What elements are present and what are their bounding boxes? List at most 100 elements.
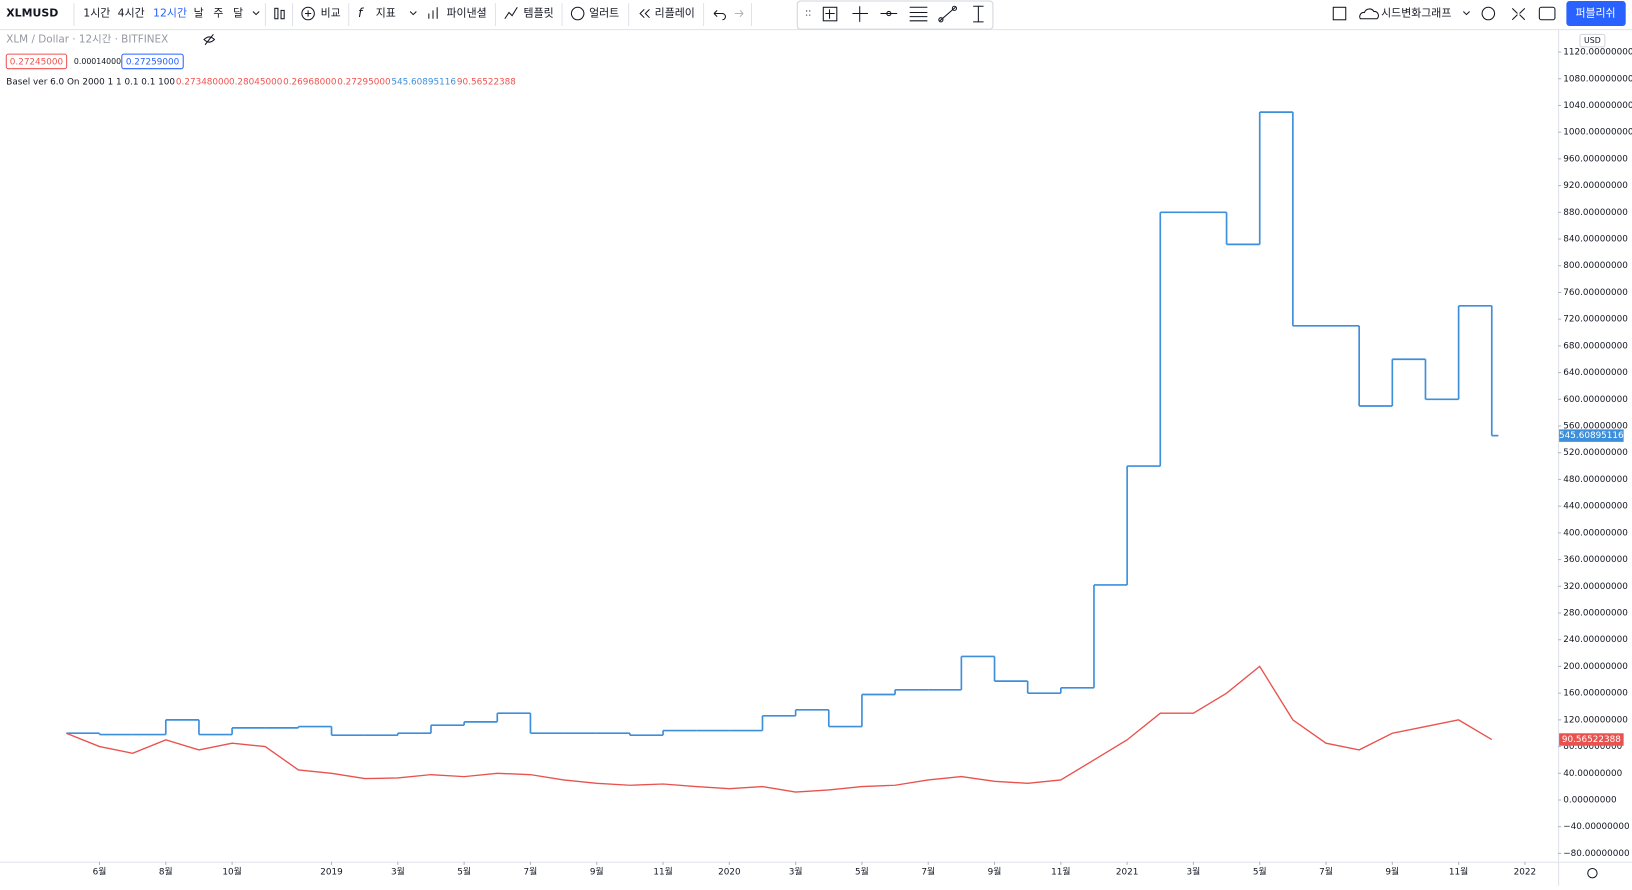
indicator-value: 0.26968000 — [283, 78, 337, 88]
last-price-label: 90.56522388 — [1562, 735, 1621, 745]
bid-box[interactable] — [5, 53, 68, 70]
x-tick-label: 9월 — [988, 866, 1002, 878]
settings-icon[interactable] — [1481, 6, 1496, 21]
y-tick-label: 440.00000000 — [1563, 502, 1628, 512]
undo-icon[interactable] — [713, 10, 726, 21]
compare-button[interactable]: 비교 — [321, 7, 341, 20]
axis-settings-icon[interactable] — [1587, 867, 1598, 879]
y-tick-label: −80.00000000 — [1563, 849, 1630, 859]
bid[interactable]: 0.27245000 — [10, 57, 64, 67]
x-tick-label: 5월 — [855, 866, 869, 878]
y-tick-label: 1120.00000000 — [1563, 48, 1632, 58]
last-price-label: 545.60895116 — [1559, 431, 1624, 441]
y-tick-label: 1080.00000000 — [1563, 74, 1632, 84]
fullscreen-layout-icon[interactable] — [1332, 6, 1347, 21]
x-tick-label: 9월 — [1385, 866, 1399, 878]
indicator-icon[interactable]: f — [358, 5, 364, 20]
chart-type-icon[interactable] — [274, 7, 285, 20]
alert-icon[interactable] — [570, 6, 585, 21]
x-tick-label: 5월 — [1253, 866, 1267, 878]
interval[interactable]: 날 — [194, 7, 204, 20]
x-tick-label: 10월 — [222, 866, 241, 878]
y-tick-label: 160.00000000 — [1563, 689, 1628, 699]
indicator-value: 90.56522388 — [457, 78, 516, 88]
dropdown-icon[interactable] — [252, 11, 260, 16]
y-tick-label: 960.00000000 — [1563, 154, 1628, 164]
y-tick-label: 880.00000000 — [1563, 208, 1628, 218]
symbol[interactable]: XLMUSD — [6, 7, 58, 20]
dropdown-icon[interactable] — [1462, 11, 1470, 16]
x-tick-label: 3월 — [391, 866, 405, 878]
indicator-value: 0.27348000 — [176, 78, 230, 88]
last-price-box — [1559, 733, 1624, 746]
interval[interactable]: 달 — [233, 7, 243, 20]
price-line — [66, 665, 1493, 793]
financials-button[interactable]: 파이낸셜 — [447, 7, 487, 20]
publish-button[interactable] — [1566, 1, 1626, 27]
compare-icon[interactable] — [301, 6, 315, 21]
x-tick-label: 6월 — [93, 866, 107, 878]
y-tick-label: 480.00000000 — [1563, 475, 1628, 485]
alert-button[interactable]: 얼러트 — [589, 6, 619, 20]
y-tick-label: 120.00000000 — [1563, 715, 1628, 725]
y-tick-label: 920.00000000 — [1563, 181, 1628, 191]
drawing-toolbar — [796, 0, 994, 30]
y-tick-label: 1040.00000000 — [1563, 101, 1632, 111]
y-tick-label: 0.00000000 — [1563, 795, 1617, 805]
y-tick-label: 80.00000000 — [1563, 742, 1622, 752]
templates-icon[interactable] — [504, 7, 518, 20]
y-tick-label: 1000.00000000 — [1563, 128, 1632, 138]
x-tick-label: 8월 — [159, 866, 173, 878]
plot — [66, 111, 1499, 793]
replay-icon[interactable] — [639, 8, 650, 19]
layout-name[interactable]: 시드변화그래프 — [1381, 7, 1451, 20]
y-tick-label: 800.00000000 — [1563, 261, 1628, 271]
interval[interactable]: 주 — [213, 7, 223, 20]
y-tick-label: 200.00000000 — [1563, 662, 1628, 672]
y-tick-label: −40.00000000 — [1563, 822, 1630, 832]
last-price-box — [1559, 429, 1624, 442]
x-tick-label: 5월 — [457, 866, 471, 878]
y-tick-label: 320.00000000 — [1563, 582, 1628, 592]
drawing-tools[interactable] — [806, 5, 984, 23]
x-tick-label: 11월 — [1051, 866, 1070, 878]
x-tick-label: 11월 — [653, 866, 672, 878]
ask[interactable]: 0.27259000 — [126, 57, 180, 67]
x-tick-label: 3월 — [789, 866, 803, 878]
indicator-value: 0.28045000 — [229, 78, 283, 88]
dropdown-icon[interactable] — [409, 11, 417, 16]
y-tick-label: 280.00000000 — [1563, 609, 1628, 619]
y-tick-label: 600.00000000 — [1563, 395, 1628, 405]
interval[interactable]: 12시간 — [153, 7, 187, 20]
x-tick-label: 7월 — [1319, 866, 1333, 878]
y-tick-label: 720.00000000 — [1563, 315, 1628, 325]
hide-icon[interactable] — [203, 34, 216, 46]
indicator-value: 545.60895116 — [391, 78, 456, 88]
ask-box[interactable] — [121, 53, 184, 70]
compare-icon[interactable] — [304, 10, 312, 17]
cloud-icon[interactable] — [1359, 8, 1379, 20]
indicator-name: Basel ver 6.0 On 2000 1 1 0.1 0.1 100 — [6, 78, 175, 88]
snapshot-icon[interactable] — [1538, 6, 1556, 21]
x-tick-label: 7월 — [921, 866, 935, 878]
financials-icon[interactable] — [428, 7, 438, 19]
interval[interactable]: 1시간 — [83, 7, 110, 20]
y-tick-label: 360.00000000 — [1563, 555, 1628, 565]
redo-icon[interactable] — [734, 10, 744, 18]
fullscreen-icon[interactable] — [1511, 7, 1526, 21]
templates-button[interactable]: 템플릿 — [524, 7, 554, 20]
x-tick-label: 2020 — [718, 868, 741, 878]
y-tick-label: 560.00000000 — [1563, 422, 1628, 432]
currency[interactable]: USD — [1584, 36, 1601, 45]
x-tick-label: 7월 — [524, 866, 538, 878]
indicators-button[interactable]: 지표 — [376, 7, 396, 20]
indicator-value: 0.27295000 — [337, 78, 391, 88]
currency-box[interactable] — [1579, 33, 1606, 48]
publish-label[interactable]: 퍼블리쉬 — [1575, 7, 1615, 20]
interval[interactable]: 4시간 — [118, 7, 145, 20]
x-tick-label: 3월 — [1187, 866, 1201, 878]
replay-button[interactable]: 리플레이 — [655, 7, 695, 20]
y-tick-label: 520.00000000 — [1563, 448, 1628, 458]
